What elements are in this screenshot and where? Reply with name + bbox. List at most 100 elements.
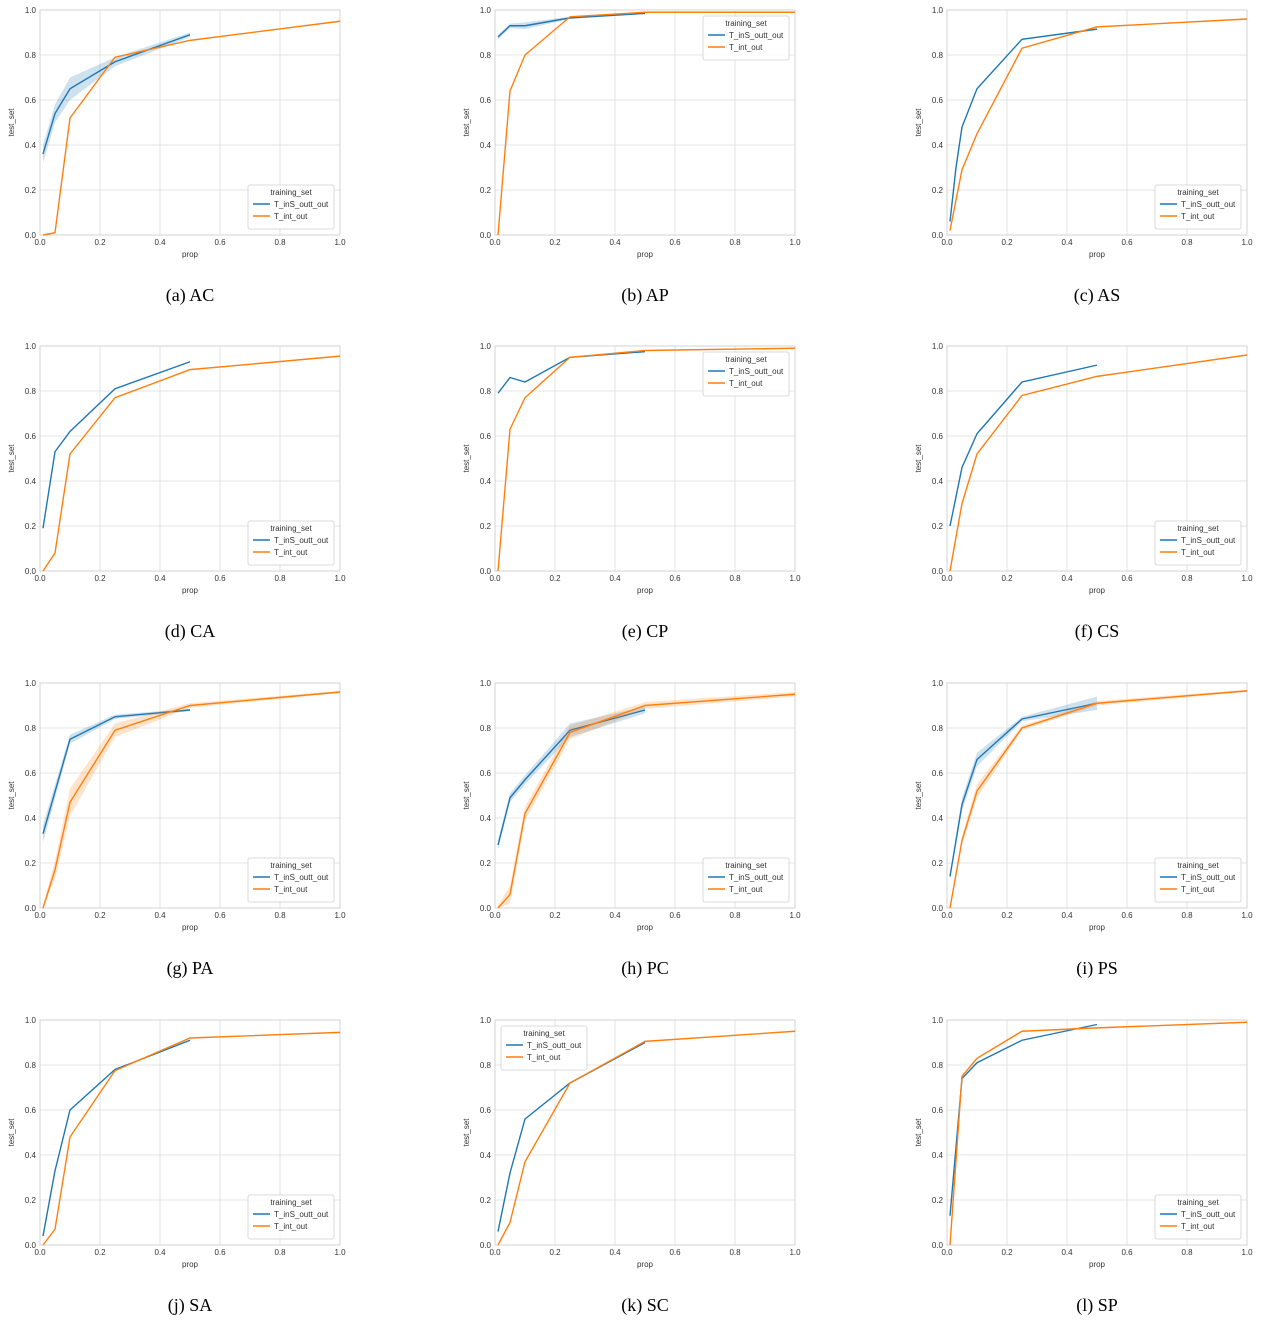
x-tick-label: 1.0 [1241,574,1253,583]
x-tick-label: 0.4 [609,574,621,583]
y-tick-label: 0.2 [932,522,944,531]
y-tick-label: 0.8 [480,387,492,396]
series-line-1 [42,20,341,236]
y-tick-label: 0.6 [932,96,944,105]
x-tick-label: 0.8 [729,238,741,247]
y-tick-label: 0.6 [25,96,37,105]
subplot-svg: 0.0 0.2 0.4 0.6 0.8 1.0 0.0 0.2 0.4 0.6 0.8 1.0 prop… [914,1016,1253,1269]
x-tick-label: 0.8 [1181,238,1193,247]
y-tick-label: 1.0 [25,679,37,688]
plot-frame [946,9,1248,236]
subplot-8: 0.0 0.2 0.4 0.6 0.8 1.0 0.0 0.2 0.4 0.6 0.8 1.0 prop… [907,679,1257,983]
x-tick-label: 0.6 [669,574,681,583]
y-tick-label: 0.2 [932,186,944,195]
x-tick-label: 0.6 [1121,574,1133,583]
subplot-1: 0.0 0.2 0.4 0.6 0.8 1.0 0.0 0.2 0.4 0.6 0.8 1.0 prop… [455,6,805,310]
y-axis-label: test_set [914,108,923,137]
x-tick-label: 0.8 [729,1248,741,1257]
x-tick-label: 0.2 [1001,574,1013,583]
x-tick-label: 1.0 [789,911,801,920]
y-axis-label: test_set [7,444,16,473]
subplot-caption: (h) PC [621,958,669,978]
subplot-svg: 0.0 0.2 0.4 0.6 0.8 1.0 0.0 0.2 0.4 0.6 0.8 1.0 prop… [914,342,1253,595]
legend-entry: T_int_out [1181,212,1215,221]
subplot-caption: (b) AP [621,285,669,305]
plot-frame [39,1019,341,1246]
plot-frame [946,1019,1248,1246]
subplot-caption: (k) SC [621,1295,669,1315]
plot-frame [39,9,341,236]
y-tick-label: 0.6 [932,432,944,441]
legend-title: training_set [270,188,312,197]
x-tick-label: 0.4 [1061,911,1073,920]
series-line-1 [42,691,341,909]
y-tick-label: 1.0 [932,1016,944,1025]
y-tick-label: 1.0 [932,679,944,688]
y-tick-label: 0.0 [480,904,492,913]
x-tick-label: 0.4 [1061,574,1073,583]
y-tick-label: 0.8 [25,1061,37,1070]
y-axis-label: test_set [7,1118,16,1147]
series-line-1 [497,1030,796,1246]
x-tick-label: 0.8 [729,574,741,583]
legend: training_set T_inS_outt_out T_int_out [247,1194,335,1240]
x-tick-label: 0.6 [214,1248,226,1257]
legend-entry: T_inS_outt_out [274,536,329,545]
legend-entry: T_inS_outt_out [274,200,329,209]
series-line-0 [949,364,1098,527]
y-tick-label: 0.8 [25,387,37,396]
y-tick-label: 0.0 [480,231,492,240]
y-tick-label: 1.0 [480,1016,492,1025]
y-tick-label: 0.4 [480,141,492,150]
legend-title: training_set [270,861,312,870]
legend-entry: T_int_out [1181,1222,1215,1231]
y-tick-label: 0.0 [25,231,37,240]
x-tick-label: 0.6 [214,911,226,920]
y-tick-label: 0.6 [480,1106,492,1115]
legend: training_set T_inS_outt_out T_int_out [702,857,790,903]
x-tick-label: 1.0 [334,238,346,247]
subplot-svg: 0.0 0.2 0.4 0.6 0.8 1.0 0.0 0.2 0.4 0.6 0.8 1.0 prop… [914,6,1253,259]
legend: training_set T_inS_outt_out T_int_out [1154,520,1242,566]
x-tick-label: 0.8 [729,911,741,920]
subplot-caption: (g) PA [166,958,214,978]
legend-entry: T_int_out [729,885,763,894]
series-line-1 [949,18,1248,231]
x-axis-label: prop [182,586,199,595]
y-tick-label: 0.6 [25,1106,37,1115]
y-tick-label: 1.0 [480,6,492,15]
y-tick-label: 0.4 [932,814,944,823]
y-tick-label: 0.8 [932,51,944,60]
subplot-11: 0.0 0.2 0.4 0.6 0.8 1.0 0.0 0.2 0.4 0.6 0.8 1.0 prop… [907,1016,1257,1320]
subplot-9: 0.0 0.2 0.4 0.6 0.8 1.0 0.0 0.2 0.4 0.6 0.8 1.0 prop… [0,1016,350,1320]
y-tick-label: 0.8 [25,724,37,733]
legend-title: training_set [725,19,767,28]
x-tick-label: 0.0 [941,238,953,247]
x-tick-label: 0.4 [1061,238,1073,247]
y-tick-label: 0.6 [480,432,492,441]
legend-entry: T_inS_outt_out [1181,536,1236,545]
x-tick-label: 0.8 [1181,574,1193,583]
y-tick-label: 0.4 [25,477,37,486]
x-tick-label: 0.4 [609,1248,621,1257]
y-tick-label: 1.0 [25,342,37,351]
y-tick-label: 1.0 [932,6,944,15]
y-tick-label: 0.6 [25,432,37,441]
legend-title: training_set [270,1198,312,1207]
legend-title: training_set [725,861,767,870]
subplot-5: 0.0 0.2 0.4 0.6 0.8 1.0 0.0 0.2 0.4 0.6 0.8 1.0 prop… [907,342,1257,646]
legend-title: training_set [523,1029,565,1038]
x-tick-label: 0.6 [669,1248,681,1257]
subplot-2: 0.0 0.2 0.4 0.6 0.8 1.0 0.0 0.2 0.4 0.6 0.8 1.0 prop… [907,6,1257,310]
x-axis-label: prop [182,923,199,932]
x-tick-label: 0.2 [94,238,106,247]
x-axis-label: prop [637,250,654,259]
x-tick-label: 0.4 [1061,1248,1073,1257]
legend-title: training_set [270,524,312,533]
legend-title: training_set [725,355,767,364]
x-tick-label: 0.4 [154,574,166,583]
series-line-1 [949,354,1248,572]
subplot-caption: (d) CA [164,621,216,641]
x-tick-label: 0.4 [609,911,621,920]
y-tick-label: 0.0 [932,567,944,576]
